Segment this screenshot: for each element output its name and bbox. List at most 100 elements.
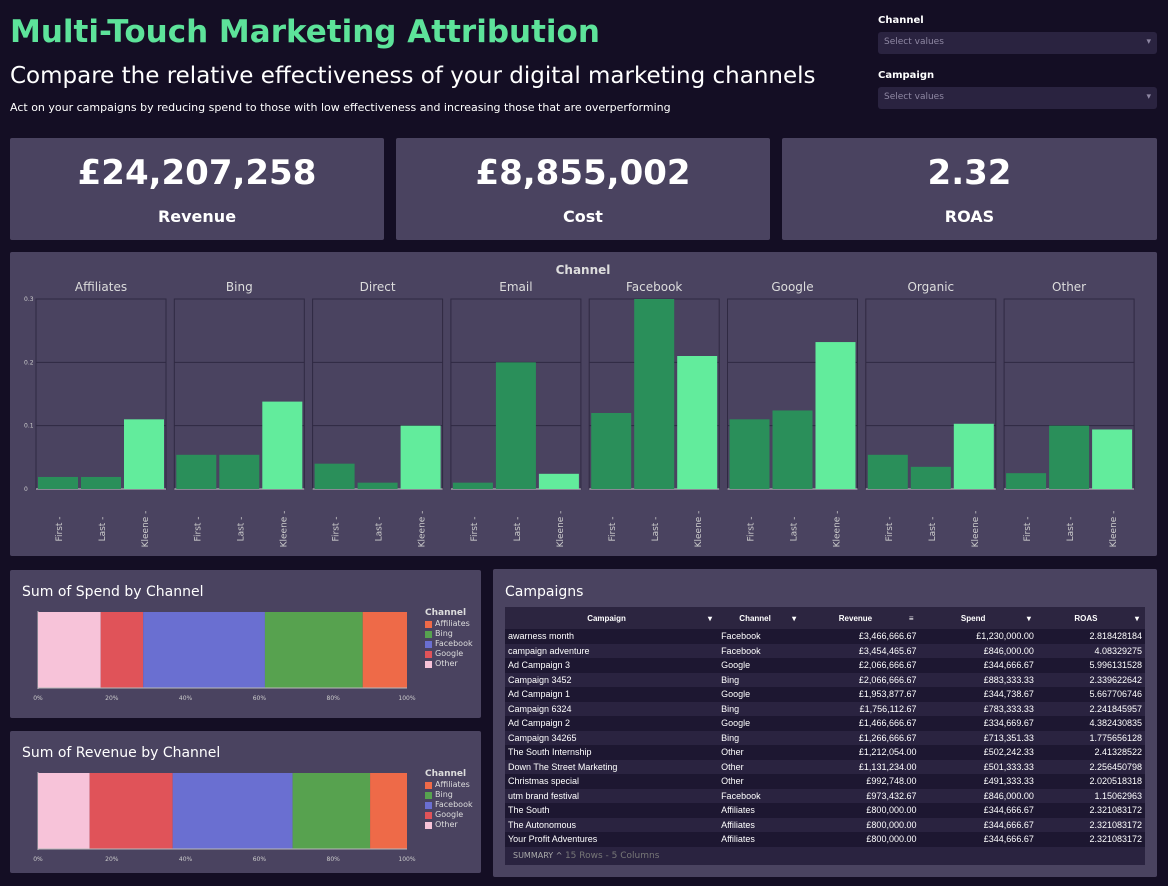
cell-spend: £883,333.33 [919,672,1037,687]
table-row[interactable]: The South Internship Other £1,212,054.00 £5… [505,745,1145,760]
y-tick-label: 0.1 [24,423,34,430]
cell-revenue: £1,212,054.00 [802,745,920,760]
cell-spend: £344,666.67 [919,817,1037,832]
table-row[interactable]: Ad Campaign 3 Google £2,066,666.67 £344,666… [505,658,1145,673]
cell-campaign: The Autonomous [505,817,719,832]
spend-stacked-chart: 0% 20% 40% 60% 80% 100% [33,611,416,702]
segment-bing [292,773,371,849]
facet-label: Organic [907,280,954,294]
revenue-stacked-chart: 0% 20% 40% 60% 80% 100% [33,772,416,863]
bar-other-last [1049,425,1090,489]
bar-direct-first [314,463,355,489]
chevron-down-icon[interactable]: ▾ [792,613,797,623]
bar-direct-last [357,482,398,489]
table-row[interactable]: The South Affiliates £800,000.00 £344,666.6… [505,803,1145,818]
legend-item: Bing [425,629,473,639]
table-row[interactable]: Campaign 34265 Bing £1,266,666.67 £713,351.… [505,730,1145,745]
cell-revenue: £1,266,666.67 [802,730,920,745]
facet-label: Other [1052,280,1086,294]
summary-label: SUMMARY [513,850,554,860]
bar-bing-last [219,454,260,489]
segment-google [89,773,173,849]
column-header-roas[interactable]: ROAS ▾ [1036,607,1145,629]
cell-revenue: £3,454,465.67 [802,643,920,658]
cell-channel: Other [718,774,803,789]
bar-email-kleene [538,473,579,489]
cell-spend: £344,738.67 [919,687,1037,702]
x-tick-label: 0% [33,695,43,702]
kpi-value: £8,855,002 [475,152,691,193]
campaign-select[interactable]: Select values ▾ [878,87,1157,109]
x-tick-label: Last - [98,517,108,542]
column-header-channel[interactable]: Channel ▾ [718,607,803,629]
table-row[interactable]: Down The Street Marketing Other £1,131,234… [505,759,1145,774]
x-tick-label: 0% [33,856,43,863]
column-header-campaign[interactable]: Campaign ▾ [505,607,719,629]
bar-google-last [772,410,813,489]
bar-organic-last [910,466,951,489]
table-row[interactable]: The Autonomous Affiliates £800,000.00 £344,… [505,817,1145,832]
column-label: ROAS [1074,613,1098,623]
kpi-roas: 2.32 ROAS [782,138,1157,240]
cell-campaign: Campaign 6324 [505,701,719,716]
facet-label: Email [499,280,532,294]
legend-label: Google [435,810,464,819]
x-tick-label: Last - [790,517,800,542]
channel-filter-label: Channel [878,15,924,26]
chevron-down-icon[interactable]: ▾ [1026,613,1031,623]
x-tick-label: First - [885,516,895,541]
x-tick-label: 100% [398,856,415,863]
cell-campaign: The South [505,803,719,818]
cell-revenue: £800,000.00 [802,817,920,832]
chevron-down-icon[interactable]: ▾ [708,613,713,623]
x-tick-label: First - [332,516,342,541]
cell-channel: Other [718,745,803,760]
cell-channel: Facebook [718,788,803,803]
column-header-spend[interactable]: Spend ▾ [919,607,1037,629]
channel-select[interactable]: Select values ▾ [878,32,1157,54]
table-row[interactable]: Ad Campaign 2 Google £1,466,666.67 £334,669… [505,716,1145,731]
cell-campaign: Christmas special [505,774,719,789]
kpi-label: Revenue [157,206,237,226]
legend-item: Other [425,659,473,669]
cell-spend: £713,351.33 [919,730,1037,745]
legend-label: Facebook [435,639,473,648]
x-tick-label: 100% [398,695,415,702]
column-label: Revenue [838,613,873,623]
bar-direct-kleene [400,425,441,489]
bar-email-first [452,482,493,489]
x-tick-label: 80% [327,856,341,863]
chevron-down-icon[interactable]: ▾ [1134,613,1139,623]
cell-roas: 2.256450798 [1036,759,1145,774]
table-row[interactable]: Your Profit Adventures Affiliates £800,000… [505,832,1145,847]
cell-roas: 2.241845957 [1036,701,1145,716]
kpi-value: 2.32 [927,152,1012,193]
bar-google-kleene [815,342,856,489]
segment-other [38,612,101,688]
chart-title: Channel [556,263,611,277]
table-row[interactable]: Campaign 6324 Bing £1,756,112.67 £783,333.3… [505,701,1145,716]
cell-spend: £502,242.33 [919,745,1037,760]
table-summary[interactable]: SUMMARY ^ 15 Rows - 5 Columns [505,847,1145,865]
legend-swatch [425,821,432,829]
channel-attribution-chart: Channel 0 0.1 0.2 0.3 Affiliates First - Last -… [24,263,1135,548]
table-row[interactable]: awarness month Facebook £3,466,666.67 £1,23… [505,629,1145,644]
table-row[interactable]: Campaign 3452 Bing £2,066,666.67 £883,333.3… [505,672,1145,687]
facet-label: Bing [226,280,253,294]
x-tick-label: Kleene - [556,511,566,548]
cell-roas: 1.775656128 [1036,730,1145,745]
cell-campaign: Campaign 34265 [505,730,719,745]
x-tick-label: Kleene - [279,511,289,548]
cell-revenue: £2,066,666.67 [802,672,920,687]
table-row[interactable]: utm brand festival Facebook £973,432.67 £84… [505,788,1145,803]
cell-campaign: campaign adventure [505,643,719,658]
table-row[interactable]: campaign adventure Facebook £3,454,465.67 £… [505,643,1145,658]
bar-organic-first [867,454,908,489]
cell-campaign: Your Profit Adventures [505,832,719,847]
table-row[interactable]: Ad Campaign 1 Google £1,953,877.67 £344,738… [505,687,1145,702]
x-tick-label: 20% [105,856,119,863]
column-header-revenue[interactable]: Revenue ≡ [802,607,920,629]
sort-icon[interactable]: ≡ [908,613,914,623]
cell-channel: Affiliates [718,817,803,832]
table-row[interactable]: Christmas special Other £992,748.00 £491,33… [505,774,1145,789]
